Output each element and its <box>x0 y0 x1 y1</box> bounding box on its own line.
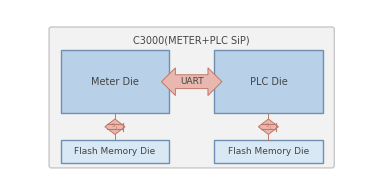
FancyBboxPatch shape <box>214 140 323 163</box>
Polygon shape <box>105 119 125 135</box>
Text: Flash Memory Die: Flash Memory Die <box>74 147 156 156</box>
Text: C3000(METER+PLC SiP): C3000(METER+PLC SiP) <box>134 35 250 45</box>
Text: S: S <box>265 124 269 129</box>
Text: I: I <box>269 126 271 131</box>
FancyBboxPatch shape <box>61 140 169 163</box>
FancyBboxPatch shape <box>214 50 323 113</box>
FancyBboxPatch shape <box>61 50 169 113</box>
Text: UART: UART <box>180 77 203 86</box>
FancyBboxPatch shape <box>49 27 334 168</box>
Text: Flash Memory Die: Flash Memory Die <box>228 147 309 156</box>
Text: S: S <box>112 124 115 129</box>
Text: Meter Die: Meter Die <box>91 77 139 87</box>
Polygon shape <box>258 119 279 135</box>
Text: PLC Die: PLC Die <box>249 77 287 87</box>
Text: I: I <box>116 126 117 131</box>
Polygon shape <box>162 68 222 96</box>
